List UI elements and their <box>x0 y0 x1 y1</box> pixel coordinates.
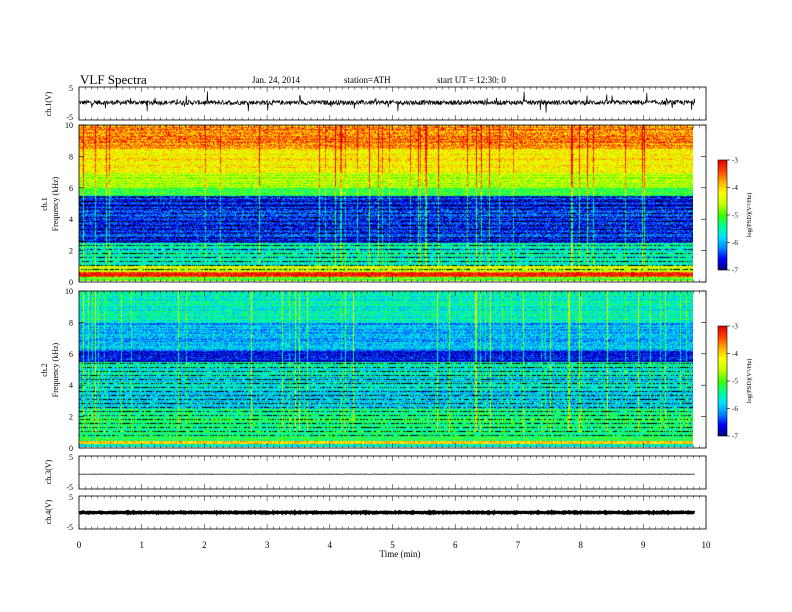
yt-ch2-label: 2 <box>69 413 73 422</box>
ch1-ytick-bottom: -5 <box>66 113 73 122</box>
ch3-waveform-ylabel: ch.3(V) <box>44 459 53 484</box>
time-tick-label: 5 <box>390 540 395 550</box>
ch4-ytick-bottom: -5 <box>66 523 73 532</box>
cb1-ticks-label: -4 <box>732 184 738 192</box>
yt-ch1-label: 4 <box>69 215 73 224</box>
time-tick-label: 3 <box>265 540 270 550</box>
ch1-colorbar-gradient <box>718 160 727 270</box>
ch1-spectrogram-channel-label: ch.1 <box>40 197 49 211</box>
ch1-spectrogram-panel: 0 2 4 6 8 10 ch.1 Frequency (kHz) <box>40 121 707 287</box>
cb2-ticks-label: -6 <box>732 405 738 413</box>
ch4-waveform-panel: 5 -5 ch.4(V) <box>44 493 707 532</box>
start-time-label: start UT = 12:30: 0 <box>437 75 506 85</box>
ch1-colorbar-label: log(PSD)(V²/Hz) <box>746 193 753 238</box>
cb1-ticks-label: -6 <box>732 239 738 247</box>
ch1-waveform-panel: 5 -5 ch.1(V) <box>44 84 707 122</box>
station-label: station=ATH <box>344 75 391 85</box>
ch3-waveform-panel: 5 -5 ch.3(V) <box>44 453 707 492</box>
cb2-ticks-label: -7 <box>732 433 738 441</box>
ch2-colorbar-label: log(PSD)(V²/Hz) <box>746 359 753 404</box>
ch1-ytick-top: 5 <box>69 84 73 93</box>
ch2-spectrogram-panel: 0 2 4 6 8 10 ch.2 Frequency (kHz) <box>40 287 707 453</box>
time-tick-label: 0 <box>77 540 82 550</box>
yt-ch2-label: 10 <box>65 287 73 296</box>
ch1-waveform-trace <box>78 91 696 113</box>
ch2-freq-ticks: 0 2 4 6 8 10 <box>65 287 706 453</box>
ch2-colorbar: -3 -4 -5 -6 -7 log(PSD)(V²/Hz) <box>717 323 753 441</box>
cb2-ticks-label: -3 <box>732 323 738 331</box>
ch4-waveform-ylabel: ch.4(V) <box>44 499 53 524</box>
x-axis-label: Time (min) <box>380 549 421 559</box>
time-ticks <box>78 87 707 529</box>
ch3-ytick-top: 5 <box>69 453 73 462</box>
yt-ch1-label: 0 <box>69 278 73 287</box>
ch3-ytick-bottom: -5 <box>66 483 73 492</box>
time-tick-label: 7 <box>516 540 521 550</box>
yt-ch2-label: 6 <box>69 350 73 359</box>
time-tick-label: 8 <box>578 540 583 550</box>
ch1-spectrogram-freq-label: Frequency (kHz) <box>51 176 60 231</box>
cb1-ticks-label: -5 <box>732 212 738 220</box>
yt-ch2-label: 8 <box>69 318 73 327</box>
ch4-ytick-top: 5 <box>69 493 73 502</box>
ch1-waveform-ylabel: ch.1(V) <box>44 91 53 116</box>
time-tick-labels: 0 1 2 3 4 5 6 7 8 9 10 <box>77 540 711 550</box>
time-tick-label: 1 <box>139 540 144 550</box>
ch2-colorbar-gradient <box>718 326 727 436</box>
yt-ch2-label: 0 <box>69 444 73 453</box>
ch2-spectrogram-image <box>79 291 693 447</box>
ch2-spectrogram-freq-label: Frequency (kHz) <box>51 342 60 397</box>
yt-ch1-label: 8 <box>69 152 73 161</box>
ch1-colorbar: -3 -4 -5 -6 -7 log(PSD)(V²/Hz) <box>717 157 753 275</box>
ch1-spectrogram-image <box>79 125 693 281</box>
date-label: Jan. 24, 2014 <box>252 75 300 85</box>
time-tick-label: 6 <box>453 540 458 550</box>
time-tick-label: 9 <box>641 540 646 550</box>
ch4-waveform-trace <box>78 509 696 516</box>
ch1-freq-ticks: 0 2 4 6 8 10 <box>65 121 706 287</box>
ch2-colorbar-ticks: -3 -4 -5 -6 -7 <box>727 323 738 441</box>
yt-ch1-label: 2 <box>69 247 73 256</box>
cb1-ticks-label: -3 <box>732 157 738 165</box>
yt-ch1-label: 10 <box>65 121 73 130</box>
yt-ch1-label: 6 <box>69 184 73 193</box>
time-tick-label: 2 <box>202 540 207 550</box>
cb1-ticks-label: -7 <box>732 267 738 275</box>
time-tick-label: 10 <box>702 540 712 550</box>
figure-title: VLF Spectra <box>80 72 147 87</box>
yt-ch2-label: 4 <box>69 381 73 390</box>
time-tick-label: 4 <box>328 540 333 550</box>
ch2-spectrogram-channel-label: ch.2 <box>40 363 49 377</box>
cb2-ticks-label: -5 <box>732 378 738 386</box>
cb2-ticks-label: -4 <box>732 350 738 358</box>
ch1-colorbar-ticks: -3 -4 -5 -6 -7 <box>727 157 738 275</box>
